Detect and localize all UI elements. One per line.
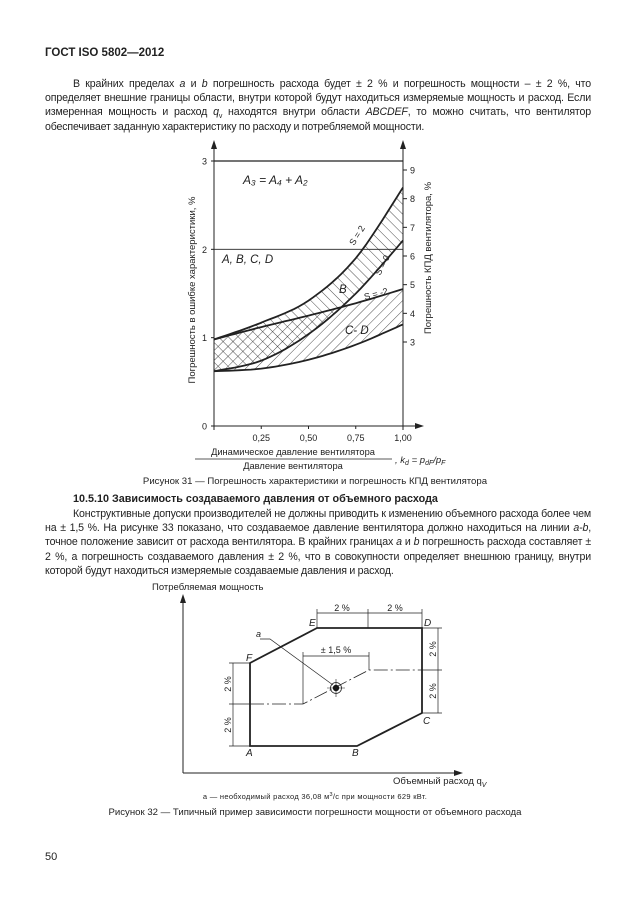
text: dF — [425, 460, 434, 467]
dim-left-top-label: 2 % — [223, 676, 233, 692]
x-axis-arrow — [454, 770, 463, 776]
dim-top-right-label: 2 % — [387, 603, 403, 613]
text: , точное положение зависит от расхода ве… — [45, 522, 591, 549]
formula-label: A₃ = A₄ + A₂ — [242, 173, 308, 187]
x-label-denominator: Давление вентилятора — [243, 461, 343, 471]
abcd-label: A, B, C, D — [221, 254, 273, 266]
y2-tick-label: 5 — [410, 280, 415, 290]
text: /p — [432, 455, 441, 466]
figure-32-diagram: Потребляемая мощность Объемный расход qV… — [152, 582, 488, 801]
point-f-label: F — [246, 653, 253, 664]
point-a-label: A — [245, 748, 253, 759]
dim-top-left-label: 2 % — [334, 603, 350, 613]
curve-label-s-pos2: S = 2 — [347, 224, 367, 247]
figure-31-chart: 0 1 2 3 3 4 5 6 7 8 9 0,25 0,50 0,75 1,00 A₃ = A₄ + A₂… — [187, 140, 446, 471]
text: находятся внутри области — [222, 106, 366, 119]
footnote: a — необходимый расход 36,08 м3/с при мо… — [203, 792, 427, 801]
text: F — [441, 460, 446, 467]
y2-tick-label: 3 — [410, 338, 415, 348]
document-header: ГОСТ ISO 5802—2012 — [45, 47, 165, 59]
y-axis-label: Потребляемая мощность — [152, 582, 264, 593]
page-number: 50 — [45, 851, 58, 863]
text: ABCDEF — [365, 106, 408, 119]
x-label-formula: , kd = pdF/pF — [395, 455, 446, 467]
text: и — [185, 78, 202, 90]
text: b — [413, 536, 420, 549]
text: b — [201, 78, 208, 90]
text: a — [396, 536, 402, 549]
text: a-b — [573, 522, 589, 535]
y-tick-label: 2 — [202, 245, 207, 255]
x-axis-label: Объемный расход qV — [393, 776, 488, 789]
text: Объемный расход q — [393, 776, 482, 787]
leader-line — [260, 638, 334, 686]
text: d — [405, 460, 410, 467]
dim-right-top-label: 2 % — [428, 641, 438, 657]
region-b-label: B — [339, 284, 347, 296]
text: = p — [409, 455, 425, 466]
hatched-region-cd — [214, 289, 403, 372]
y-tick-label: 3 — [202, 157, 207, 167]
y-tick-label: 0 — [202, 422, 207, 432]
text: , k — [395, 455, 406, 466]
figure-32-caption: Рисунок 32 — Типичный пример зависимости… — [108, 807, 522, 818]
y2-tick-label: 8 — [410, 194, 415, 204]
y2-tick-label: 6 — [410, 252, 415, 262]
operating-point-icon — [327, 679, 345, 697]
x-tick-label: 1,00 — [394, 433, 412, 443]
intro-paragraph: В крайних пределах a и b погрешность рас… — [45, 77, 591, 134]
x-label-numerator: Динамическое давление вентилятора — [211, 447, 376, 457]
marker-a-label: a — [256, 629, 261, 639]
x-tick-label: 0,25 — [252, 433, 270, 443]
curve-s-neg2 — [213, 288, 404, 341]
curve-s-pos2 — [213, 187, 404, 341]
curve-lower-bound — [213, 323, 404, 373]
text: 3 — [330, 792, 333, 798]
section-heading: 10.5.10 Зависимость создаваемого давлени… — [73, 493, 438, 505]
text: погрешность расхода составляет ± 2 %, а … — [45, 536, 591, 577]
y2-axis-label: Погрешность КПД вентилятора, % — [423, 181, 434, 334]
y2-tick-label: 4 — [410, 309, 415, 319]
text: a — [179, 78, 186, 90]
text: Конструктивные допуски производителей не… — [45, 508, 591, 535]
curve-s-0 — [213, 239, 404, 373]
y-axis-arrow — [211, 140, 217, 149]
y2-axis-arrow — [400, 140, 406, 149]
y2-tick-label: 9 — [410, 166, 415, 176]
text: V — [482, 782, 488, 789]
section-paragraph: Конструктивные допуски производителей не… — [45, 507, 591, 578]
text: В крайних пределах — [73, 78, 180, 90]
text: и — [401, 536, 414, 549]
y-axis-arrow — [180, 594, 186, 603]
text: погрешность расхода будет ± 2 % и погреш… — [45, 78, 591, 119]
point-c-label: C — [423, 716, 431, 727]
hatched-region-b — [214, 187, 403, 372]
text: q — [213, 106, 219, 119]
text: , то можно считать, что вентилятор обесп… — [45, 106, 592, 133]
text: a — необходимый расход 36,08 м — [203, 792, 330, 801]
text: /с при мощности 629 кВт. — [333, 792, 427, 801]
x-tick-label: 0,50 — [300, 433, 318, 443]
y-tick-label: 1 — [202, 333, 207, 343]
y-axis-label: Погрешность в ошибке характеристики, % — [187, 196, 198, 384]
point-d-label: D — [424, 618, 431, 629]
figure-31-caption: Рисунок 31 — Погрешность характеристики … — [142, 476, 488, 487]
point-e-label: E — [309, 618, 316, 629]
point-b-label: B — [352, 748, 359, 759]
text: v — [218, 113, 223, 121]
dim-center-label: ± 1,5 % — [321, 645, 351, 655]
dim-left-bottom-label: 2 % — [223, 717, 233, 733]
y2-tick-label: 7 — [410, 223, 415, 233]
x-axis-arrow — [415, 423, 424, 429]
dim-right-bottom-label: 2 % — [428, 683, 438, 699]
region-cd-label: C- D — [345, 325, 369, 337]
x-tick-label: 0,75 — [347, 433, 365, 443]
